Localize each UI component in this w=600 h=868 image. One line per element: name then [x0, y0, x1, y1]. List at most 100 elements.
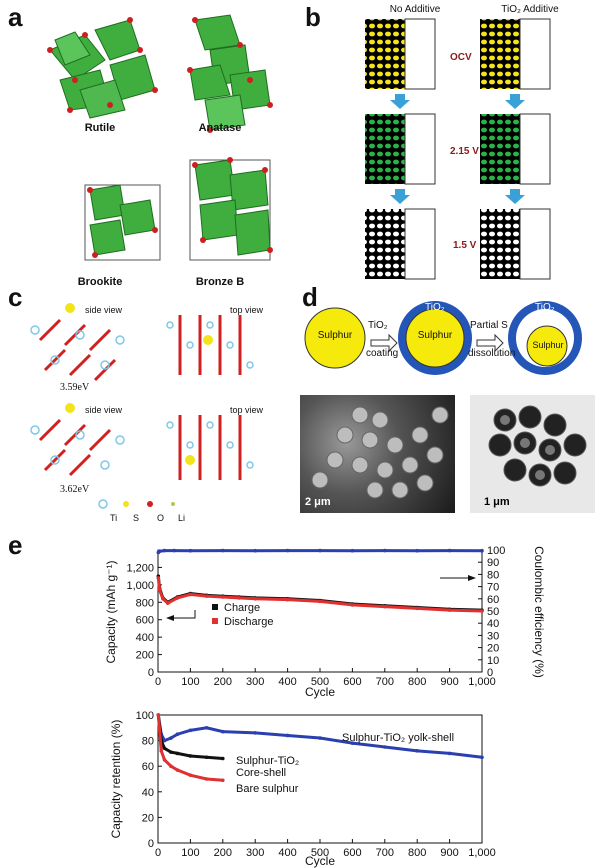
data-point [350, 548, 355, 553]
panel-label-e: e [8, 530, 23, 560]
data-point [383, 604, 387, 609]
data-point [253, 548, 257, 553]
capacity-chart: 0 100 200 300 400 500 600 700 800 900 1,0000200400… [104, 545, 546, 699]
y-tick-label: 20 [142, 812, 154, 824]
y-tick-label: 40 [142, 787, 154, 799]
data-point [318, 599, 322, 604]
chart2-ylabel: Capacity retention (%) [109, 720, 123, 839]
retention-chart: 0 100 200 300 400 500 600 700 800 900 1,000 0 20 40 60… [109, 710, 496, 868]
chart1-frame [157, 549, 483, 673]
data-point [447, 751, 452, 756]
y2-tick-label: 30 [487, 630, 499, 642]
panel-label-d: d [302, 282, 318, 312]
data-point [285, 733, 290, 738]
data-point [162, 758, 167, 762]
data-point [221, 756, 225, 761]
data-point [175, 732, 180, 736]
label-bronze-b: Bronze B [195, 276, 245, 288]
data-point [204, 594, 209, 598]
label-step-dissolution: dissolution [468, 348, 516, 359]
sem-image [300, 395, 455, 513]
legend-li: Li [178, 513, 186, 523]
cathode-215-tio2 [480, 114, 520, 184]
data-point [169, 764, 173, 768]
legend-yolk-shell: Sulphur-TiO₂ yolk-shell [342, 732, 454, 744]
x-tick-label: 800 [408, 676, 426, 688]
chart1-xlabel: Cycle [305, 685, 335, 699]
data-point [480, 609, 484, 613]
y2-tick-label: 70 [487, 582, 499, 594]
data-point [175, 751, 180, 756]
data-point [175, 596, 180, 600]
y2-tick-label: 90 [487, 557, 499, 569]
data-point [175, 768, 180, 772]
label-top-view-1: top view [230, 305, 264, 315]
y-tick-label: 0 [148, 667, 154, 679]
x-tick-label: 400 [278, 847, 296, 859]
label-tio2-additive: TiO₂ Additive [501, 4, 559, 15]
yolk-shell-schematic [304, 301, 582, 375]
legend-discharge: Discharge [224, 616, 274, 628]
legend-charge: Charge [224, 602, 260, 614]
cathode-ocv-no-additive [365, 19, 405, 89]
y2-tick-label: 20 [487, 643, 499, 655]
data-point [161, 597, 165, 601]
x-tick-label: 200 [214, 676, 232, 688]
y-tick-label: 600 [136, 615, 154, 627]
y-tick-label: 1,000 [126, 580, 154, 592]
bronze-b-structure [189, 159, 271, 261]
battery-schematic [365, 18, 551, 280]
y2-tick-label: 40 [487, 618, 499, 630]
chart1-ylabel: Capacity (mAh g⁻¹) [104, 560, 118, 663]
y-tick-label: 80 [142, 736, 154, 748]
x-tick-label: 100 [181, 676, 199, 688]
data-point [415, 606, 420, 611]
state-215v: 2.15 V [450, 146, 479, 157]
series-line-2 [156, 714, 223, 782]
label-brookite: Brookite [77, 276, 123, 288]
x-tick-label: 200 [214, 847, 232, 859]
data-point [204, 726, 209, 730]
data-point [447, 548, 452, 553]
x-tick-label: 600 [343, 676, 361, 688]
y-tick-label: 1,200 [126, 562, 154, 574]
brookite-structure [84, 184, 161, 261]
data-point [221, 778, 225, 783]
y-tick-label: 0 [148, 838, 154, 850]
label-sulphur-yolk: Sulphur [532, 340, 564, 350]
label-rutile: Rutile [84, 122, 116, 134]
x-tick-label: 800 [408, 847, 426, 859]
data-point [253, 731, 257, 735]
energy-1: 3.59eV [60, 382, 90, 393]
legend-bare-sulphur: Bare sulphur [236, 783, 299, 795]
label-tio2-shell-1: TiO₂ [425, 302, 445, 313]
legend-s: S [133, 513, 140, 523]
y2-tick-label: 50 [487, 606, 499, 618]
x-tick-label: 900 [440, 847, 458, 859]
data-point [237, 596, 241, 600]
data-point [318, 548, 322, 553]
data-point [162, 746, 167, 751]
cathode-15-no-additive [365, 209, 405, 279]
data-point [188, 728, 193, 733]
y2-tick-label: 60 [487, 594, 499, 606]
data-point [221, 729, 225, 734]
data-point [159, 749, 164, 753]
data-point [188, 592, 193, 597]
arrow-left-axis [172, 610, 196, 619]
x-tick-label: 1,000 [468, 676, 496, 688]
label-sulphur-core: Sulphur [417, 330, 453, 341]
label-top-view-2: top view [230, 405, 264, 415]
y-tick-label: 800 [136, 597, 154, 609]
data-point [221, 595, 225, 599]
scale-bar-sem: 2 μm [305, 496, 331, 508]
data-point [415, 749, 420, 753]
x-tick-label: 600 [343, 847, 361, 859]
x-tick-label: 0 [155, 676, 161, 688]
x-tick-label: 100 [181, 847, 199, 859]
state-ocv: OCV [450, 52, 472, 63]
y2-tick-label: 100 [487, 545, 505, 557]
x-tick-label: 300 [246, 676, 264, 688]
label-sulphur: Sulphur [317, 330, 353, 341]
data-point [157, 588, 162, 592]
